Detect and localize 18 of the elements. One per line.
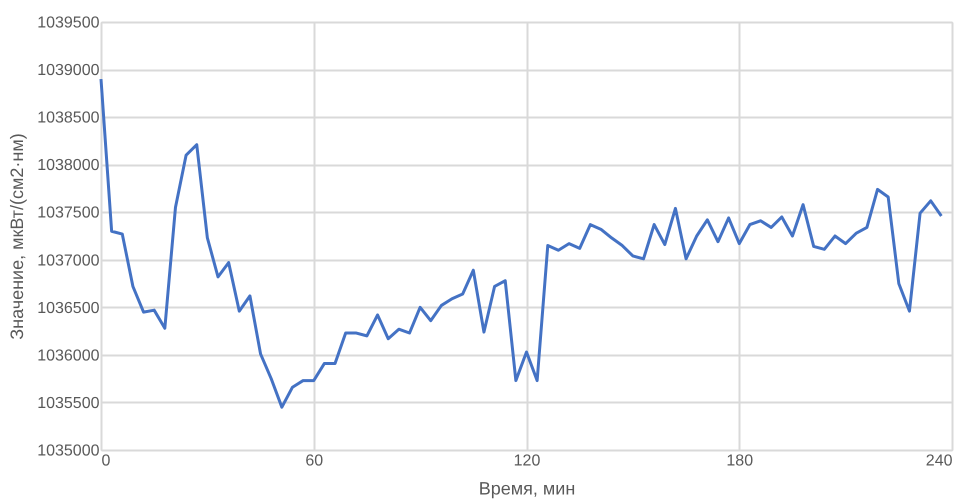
- x-axis-title: Время, мин: [478, 478, 576, 498]
- line-series: [100, 78, 943, 409]
- y-tick-label: 1036500: [37, 300, 100, 317]
- y-tick-label: 1036000: [37, 347, 100, 364]
- x-tick-label: 0: [102, 452, 110, 470]
- y-tick-label: 1037000: [37, 252, 100, 270]
- y-axis-title: Значение, мкВт/(см2·нм): [7, 133, 28, 340]
- y-tick-label: 1037500: [37, 204, 100, 222]
- y-tick-label: 1039500: [37, 14, 100, 32]
- y-tick-label: 1038500: [37, 110, 100, 127]
- y-tick-label: 1039000: [37, 62, 100, 80]
- x-tick-label: 120: [514, 452, 540, 470]
- y-tick-label: 1038000: [37, 157, 100, 174]
- x-tick-label: 60: [305, 452, 324, 470]
- x-tick-label: 180: [726, 452, 754, 470]
- x-tick-label: 240: [926, 452, 953, 470]
- y-tick-label: 1035000: [37, 442, 100, 460]
- y-tick-label: 1035500: [37, 394, 100, 412]
